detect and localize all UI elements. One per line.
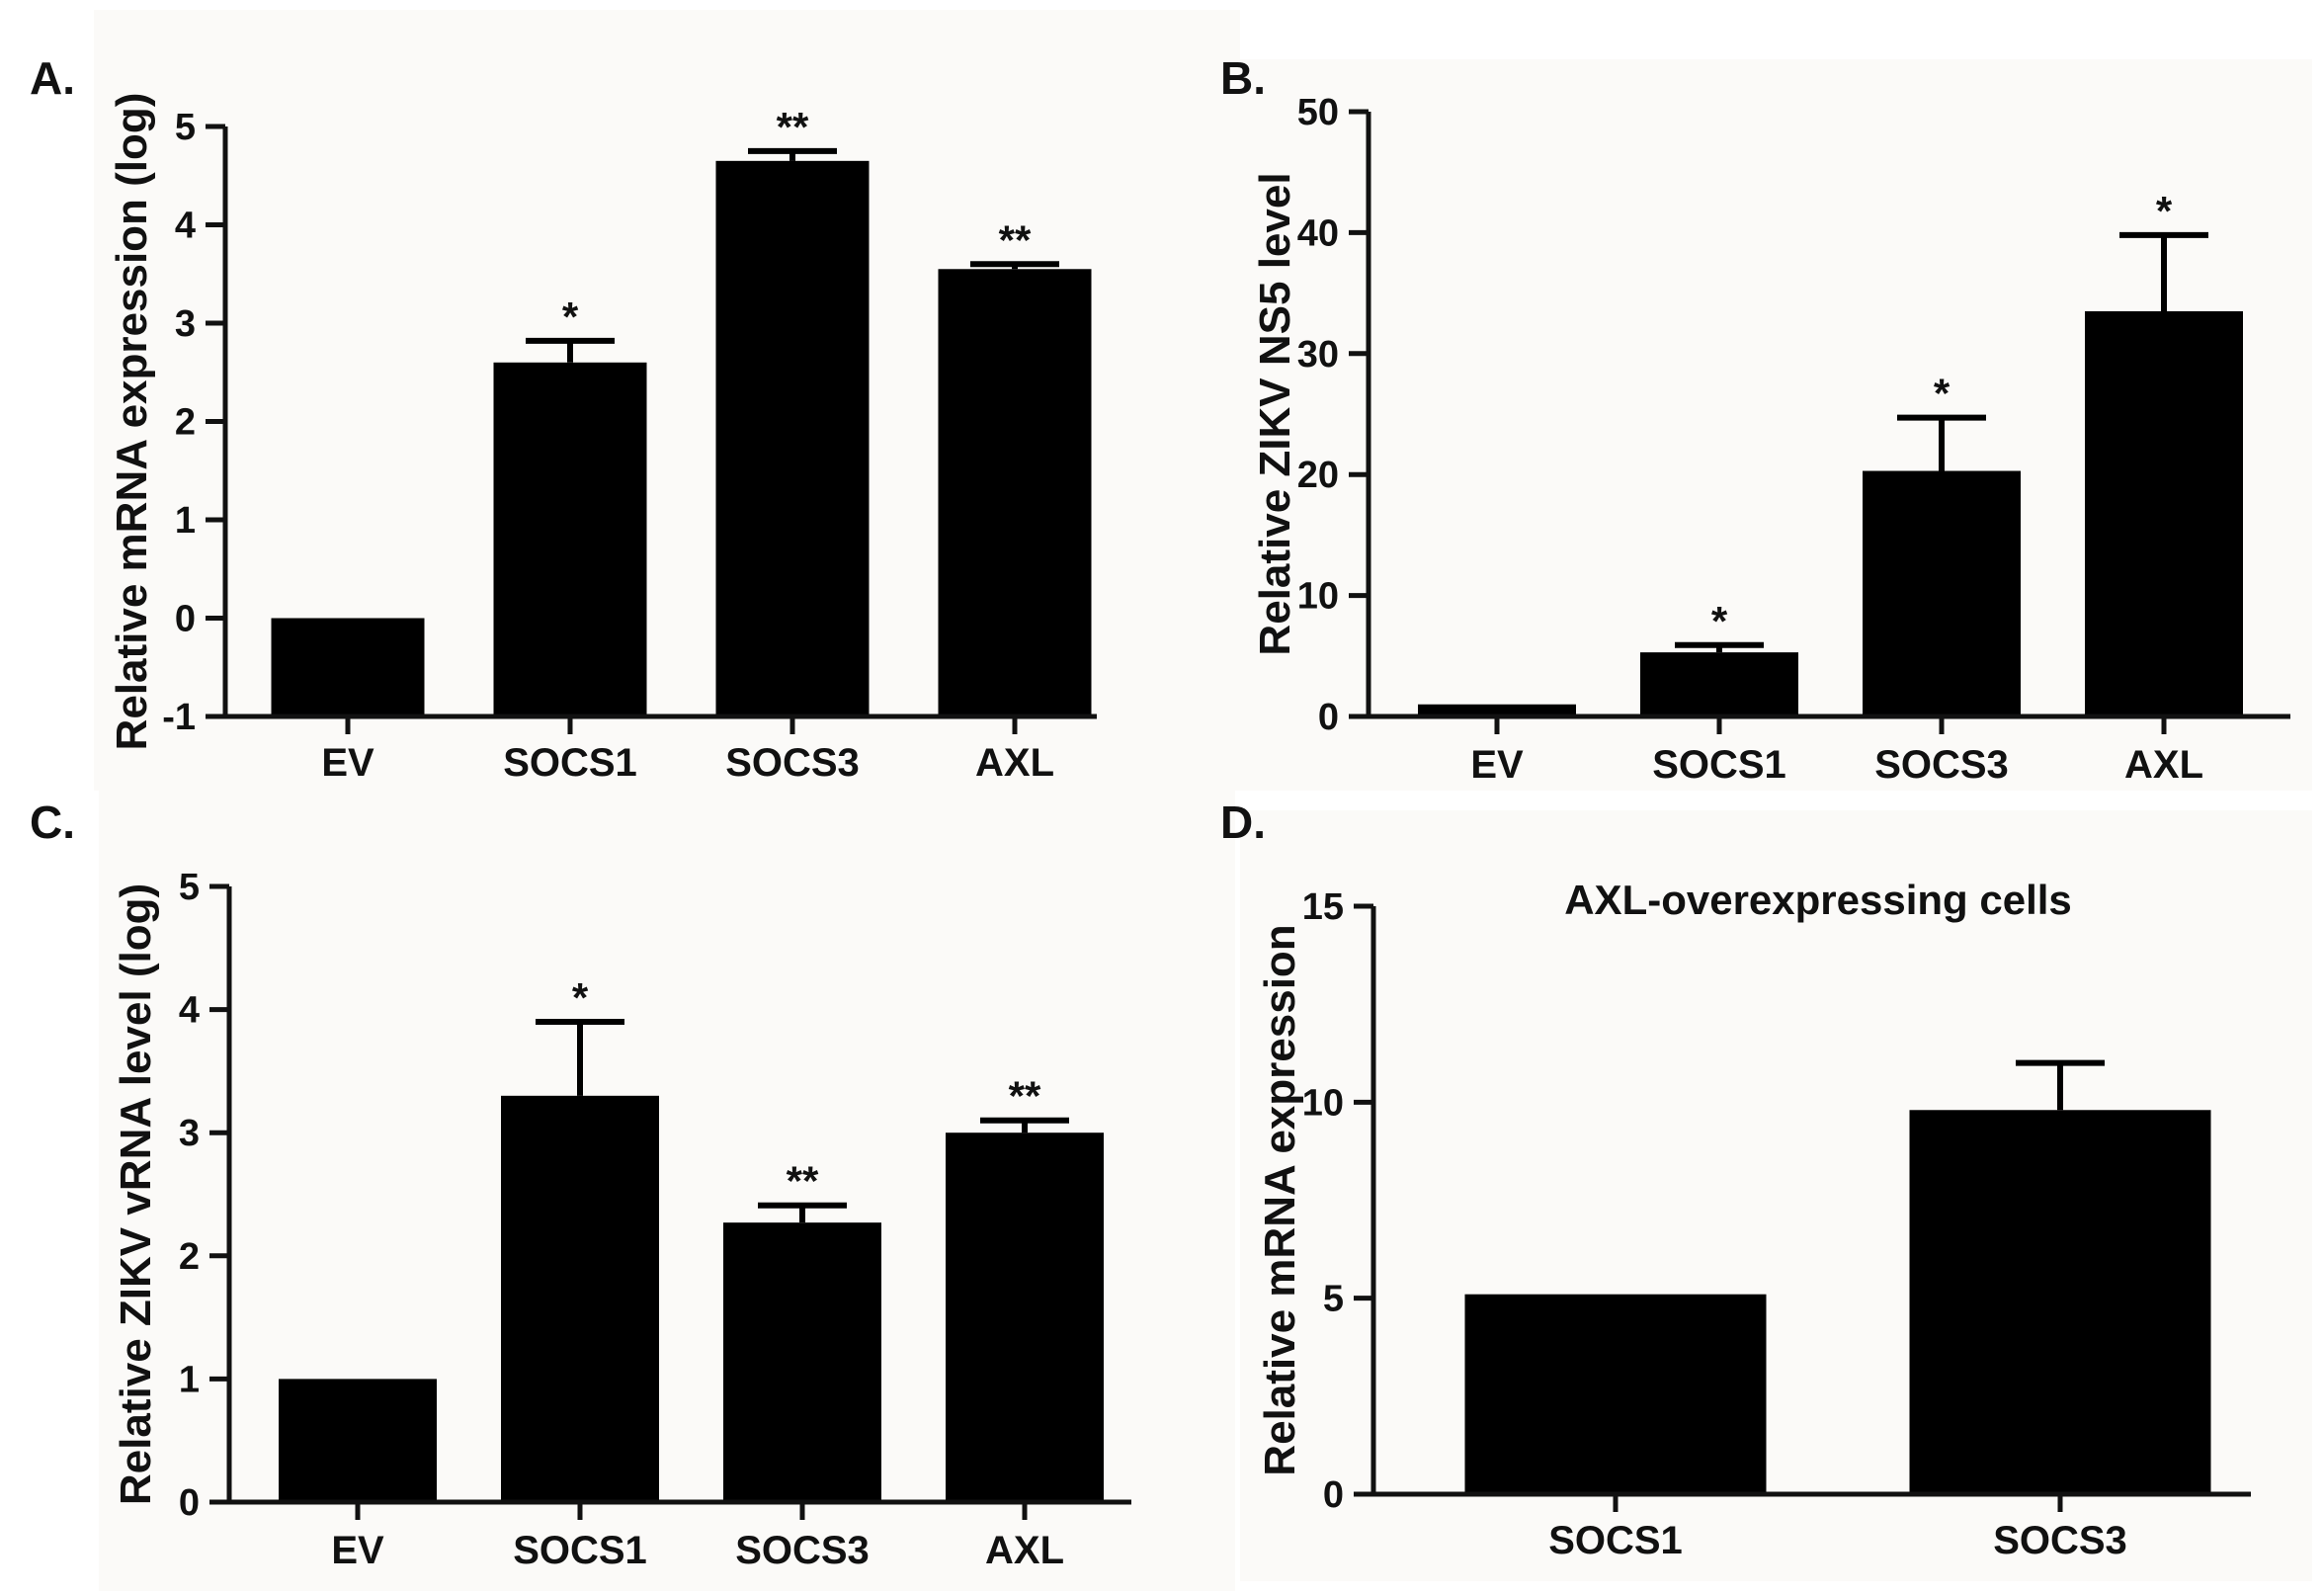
y-tick-label: 5 — [179, 867, 200, 908]
bar-socs3 — [715, 160, 870, 716]
y-tick-label: 20 — [1297, 455, 1339, 496]
error-bar-socs3 — [748, 147, 837, 161]
category-label: SOCS3 — [735, 1529, 870, 1572]
bar-ev — [279, 1379, 437, 1502]
y-tick-label: 2 — [175, 402, 196, 444]
error-bar-socs1 — [536, 1019, 624, 1096]
y-tick-label: 4 — [175, 206, 196, 247]
panel-label-a: A. — [30, 52, 75, 104]
y-tick-label: 3 — [179, 1113, 200, 1154]
category-label: SOCS1 — [1652, 743, 1786, 787]
y-tick-label: 0 — [179, 1482, 200, 1524]
category-label: AXL — [2124, 743, 2203, 787]
panel-label-b: B. — [1220, 52, 1266, 104]
bar-socs3 — [723, 1222, 881, 1502]
bar-socs1 — [1464, 1294, 1767, 1494]
y-axis-label: Relative ZIKV vRNA level (log) — [112, 883, 160, 1505]
category-label: SOCS3 — [1993, 1519, 2127, 1562]
error-bar-axl — [980, 1117, 1069, 1133]
error-bar-socs3 — [758, 1202, 847, 1223]
y-tick-label: 40 — [1297, 212, 1339, 254]
error-bar-socs3 — [2016, 1059, 2105, 1111]
bar-axl — [938, 269, 1092, 716]
panel-label-d: D. — [1220, 797, 1266, 848]
category-label: SOCS3 — [1874, 743, 2009, 787]
panel-d: D. AXL-overexpressing cells Relative mRNA … — [1220, 797, 2251, 1562]
category-label: SOCS1 — [503, 741, 637, 785]
y-tick-label: 0 — [175, 599, 196, 640]
error-bar-socs1 — [1675, 641, 1764, 653]
bar-socs1 — [1640, 652, 1798, 716]
category-label: EV — [331, 1529, 384, 1572]
bar-socs1 — [501, 1095, 659, 1502]
y-tick-label: 5 — [175, 107, 196, 148]
bar-axl — [2085, 310, 2243, 716]
significance-mark: ** — [777, 104, 809, 150]
y-tick-label: -1 — [162, 697, 196, 738]
category-label: SOCS3 — [725, 741, 860, 785]
panel-label-c: C. — [30, 797, 75, 848]
panel-c: C. Relative ZIKV vRNA level (log) EV * SOCS1… — [30, 797, 1131, 1572]
y-tick-label: 30 — [1297, 334, 1339, 376]
error-bar-axl — [970, 261, 1059, 270]
y-tick-label: 3 — [175, 303, 196, 345]
significance-mark: * — [2156, 188, 2173, 234]
y-tick-label: 10 — [1302, 1082, 1344, 1124]
bar-axl — [946, 1133, 1104, 1502]
error-bar-socs3 — [1897, 414, 1986, 471]
y-tick-label: 1 — [175, 500, 196, 542]
bar-ev — [1418, 704, 1576, 716]
y-tick-label: 10 — [1297, 576, 1339, 618]
y-tick-label: 0 — [1323, 1474, 1344, 1516]
y-axis-label: Relative mRNA expression — [1256, 924, 1304, 1475]
y-axis-label: Relative mRNA expression (log) — [108, 93, 156, 751]
category-label: SOCS1 — [513, 1529, 647, 1572]
bar-ev — [271, 618, 425, 716]
y-tick-label: 4 — [179, 990, 200, 1032]
category-label: EV — [321, 741, 374, 785]
y-tick-label: 15 — [1302, 886, 1344, 928]
category-label: AXL — [985, 1529, 1064, 1572]
significance-mark: * — [1934, 371, 1950, 417]
category-label: SOCS1 — [1548, 1519, 1683, 1562]
chart-title: AXL-overexpressing cells — [1564, 877, 2072, 923]
y-tick-label: 50 — [1297, 92, 1339, 133]
bar-socs3 — [1863, 470, 2021, 716]
significance-mark: * — [572, 974, 589, 1021]
error-bar-axl — [2119, 231, 2208, 311]
y-tick-label: 2 — [179, 1236, 200, 1278]
error-bar-socs1 — [526, 337, 615, 363]
category-label: EV — [1470, 743, 1524, 787]
y-tick-label: 1 — [179, 1359, 200, 1400]
panel-b: B. Relative ZIKV NS5 level EV * SOCS1 * SOCS3 *… — [1220, 52, 2290, 787]
significance-mark: ** — [1009, 1073, 1041, 1120]
bar-socs3 — [1909, 1110, 2211, 1494]
y-axis-label: Relative ZIKV NS5 level — [1251, 172, 1299, 655]
bar-socs1 — [493, 362, 647, 716]
y-tick-label: 5 — [1323, 1279, 1344, 1320]
significance-mark: ** — [999, 216, 1032, 263]
significance-mark: ** — [787, 1158, 819, 1205]
significance-mark: * — [562, 294, 579, 340]
significance-mark: * — [1711, 598, 1728, 644]
y-tick-label: 0 — [1318, 697, 1339, 738]
panel-a: A. Relative mRNA expression (log) EV * SOCS1… — [30, 52, 1097, 785]
category-label: AXL — [975, 741, 1054, 785]
